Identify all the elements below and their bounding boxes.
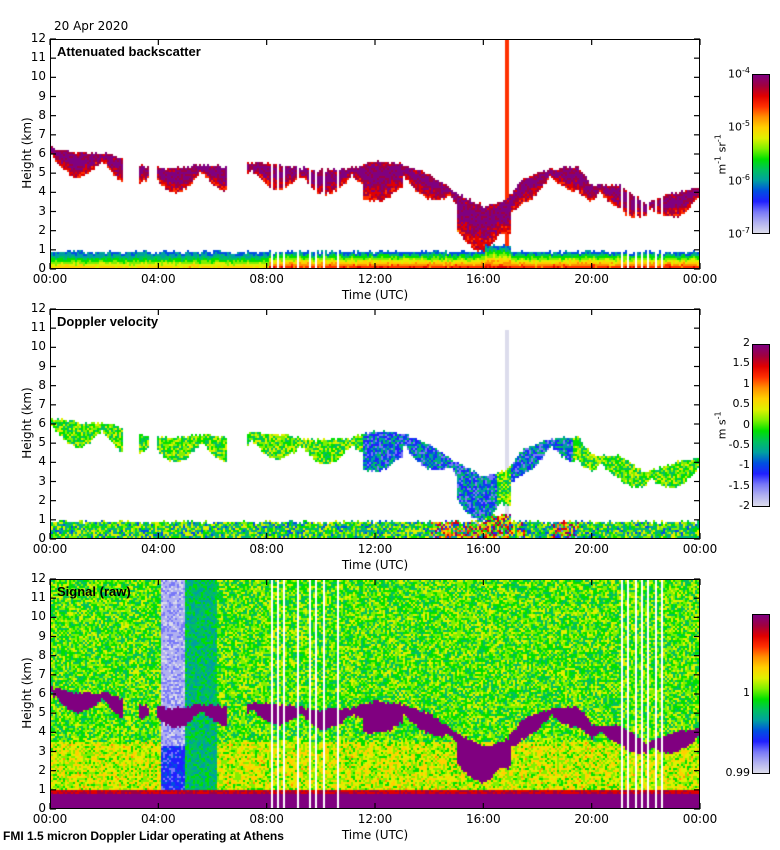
backscatter-heatmap xyxy=(51,40,699,268)
colorbar-tick-label: 0.5 xyxy=(732,397,751,411)
x-tick-label: 00:00 xyxy=(32,542,68,556)
colorbar-tick-label: -1 xyxy=(739,458,750,472)
x-axis-label: Time (UTC) xyxy=(341,558,409,572)
velocity-panel: Doppler velocity xyxy=(50,309,700,539)
y-tick-label: 6 xyxy=(38,416,46,430)
colorbar-tick-label: 10-6 xyxy=(728,172,750,188)
y-tick-label: 7 xyxy=(38,126,46,141)
y-tick-label: 5 xyxy=(38,165,46,180)
x-tick-label: 04:00 xyxy=(141,542,176,556)
y-tick-label: 10 xyxy=(30,69,46,84)
x-tick-label: 00:00 xyxy=(682,272,718,286)
x-tick-label: 00:00 xyxy=(682,542,718,556)
y-tick-label: 7 xyxy=(38,396,46,411)
velocity-colorbar xyxy=(752,344,770,507)
y-tick-label: 9 xyxy=(38,358,46,373)
backscatter-unit: m-1 sr-1 xyxy=(713,134,729,175)
backscatter-colorbar xyxy=(752,74,770,234)
y-tick-label: 1 xyxy=(38,511,46,526)
colorbar-tick-label: 10-7 xyxy=(728,226,750,241)
x-axis-label: Time (UTC) xyxy=(341,828,409,842)
y-tick-label: 3 xyxy=(38,203,46,218)
x-tick-label: 08:00 xyxy=(249,812,284,826)
y-tick-label: 12 xyxy=(30,571,46,585)
colorbar-tick-label: 10-5 xyxy=(728,119,750,134)
y-tick-label: 12 xyxy=(30,31,46,45)
x-tick-label: 16:00 xyxy=(466,542,501,556)
x-tick-label: 12:00 xyxy=(357,812,393,826)
x-tick-label: 08:00 xyxy=(249,542,284,556)
backscatter-panel: Attenuated backscatter xyxy=(50,39,700,269)
signal-panel: Signal (raw) xyxy=(50,579,700,809)
y-axis-label: Height (km) xyxy=(20,387,34,459)
y-tick-label: 0 xyxy=(38,531,46,545)
y-tick-label: 4 xyxy=(38,724,46,739)
velocity-heatmap xyxy=(51,310,699,538)
y-tick-label: 11 xyxy=(30,50,46,65)
x-tick-label: 20:00 xyxy=(574,272,609,286)
y-tick-label: 8 xyxy=(38,107,46,122)
colorbar-tick-label: 0 xyxy=(743,417,750,431)
y-tick-label: 0 xyxy=(38,261,46,275)
y-tick-label: 10 xyxy=(30,609,46,624)
velocity-title: Doppler velocity xyxy=(57,314,159,329)
x-tick-label: 04:00 xyxy=(141,272,176,286)
y-tick-label: 8 xyxy=(38,647,46,662)
x-axis-label: Time (UTC) xyxy=(341,288,409,302)
colorbar-tick-label: 1 xyxy=(743,686,750,699)
y-tick-label: 2 xyxy=(38,222,46,237)
y-tick-label: 6 xyxy=(38,686,46,700)
y-axis-label: Height (km) xyxy=(20,117,34,189)
signal-title: Signal (raw) xyxy=(57,584,131,599)
y-tick-label: 3 xyxy=(38,473,46,488)
colorbar-tick-label: 10-4 xyxy=(728,66,750,81)
y-tick-label: 1 xyxy=(38,781,46,796)
colorbar-tick-label: 0.99 xyxy=(725,766,751,779)
footer-caption: FMI 1.5 micron Doppler Lidar operating a… xyxy=(3,829,284,843)
x-tick-label: 16:00 xyxy=(466,812,501,826)
y-tick-label: 10 xyxy=(30,339,46,354)
y-axis-label: Height (km) xyxy=(20,657,34,729)
date-label: 20 Apr 2020 xyxy=(54,19,129,33)
signal-heatmap xyxy=(51,580,699,808)
y-tick-label: 4 xyxy=(38,184,46,199)
colorbar-tick-label: -1.5 xyxy=(728,478,750,492)
x-tick-label: 16:00 xyxy=(466,272,501,286)
y-tick-label: 4 xyxy=(38,454,46,469)
colorbar-tick-label: -0.5 xyxy=(728,437,750,451)
y-tick-label: 3 xyxy=(38,743,46,758)
x-tick-label: 20:00 xyxy=(574,812,609,826)
x-tick-label: 08:00 xyxy=(249,272,284,286)
y-tick-label: 8 xyxy=(38,377,46,392)
y-tick-label: 2 xyxy=(38,762,46,777)
colorbar-tick-label: -2 xyxy=(739,499,750,512)
y-tick-label: 9 xyxy=(38,628,46,643)
backscatter-title: Attenuated backscatter xyxy=(57,44,201,59)
x-tick-label: 20:00 xyxy=(574,542,609,556)
y-tick-label: 11 xyxy=(30,320,46,335)
y-tick-label: 5 xyxy=(38,705,46,720)
x-tick-label: 12:00 xyxy=(357,542,393,556)
x-tick-label: 00:00 xyxy=(682,812,718,826)
colorbar-tick-label: 1.5 xyxy=(732,356,751,370)
y-tick-label: 11 xyxy=(30,590,46,605)
y-tick-label: 6 xyxy=(38,146,46,160)
y-tick-label: 0 xyxy=(38,801,46,815)
colorbar-tick-label: 2 xyxy=(743,336,750,349)
signal-colorbar xyxy=(752,614,770,774)
y-tick-label: 9 xyxy=(38,88,46,103)
y-tick-label: 5 xyxy=(38,435,46,450)
x-tick-label: 00:00 xyxy=(32,272,68,286)
y-tick-label: 7 xyxy=(38,666,46,681)
colorbar-tick-label: 1 xyxy=(743,376,750,390)
y-tick-label: 2 xyxy=(38,492,46,507)
y-tick-label: 12 xyxy=(30,301,46,315)
x-tick-label: 00:00 xyxy=(32,812,68,826)
x-tick-label: 12:00 xyxy=(357,272,393,286)
velocity-unit: m s-1 xyxy=(713,411,729,440)
x-tick-label: 04:00 xyxy=(141,812,176,826)
y-tick-label: 1 xyxy=(38,241,46,256)
